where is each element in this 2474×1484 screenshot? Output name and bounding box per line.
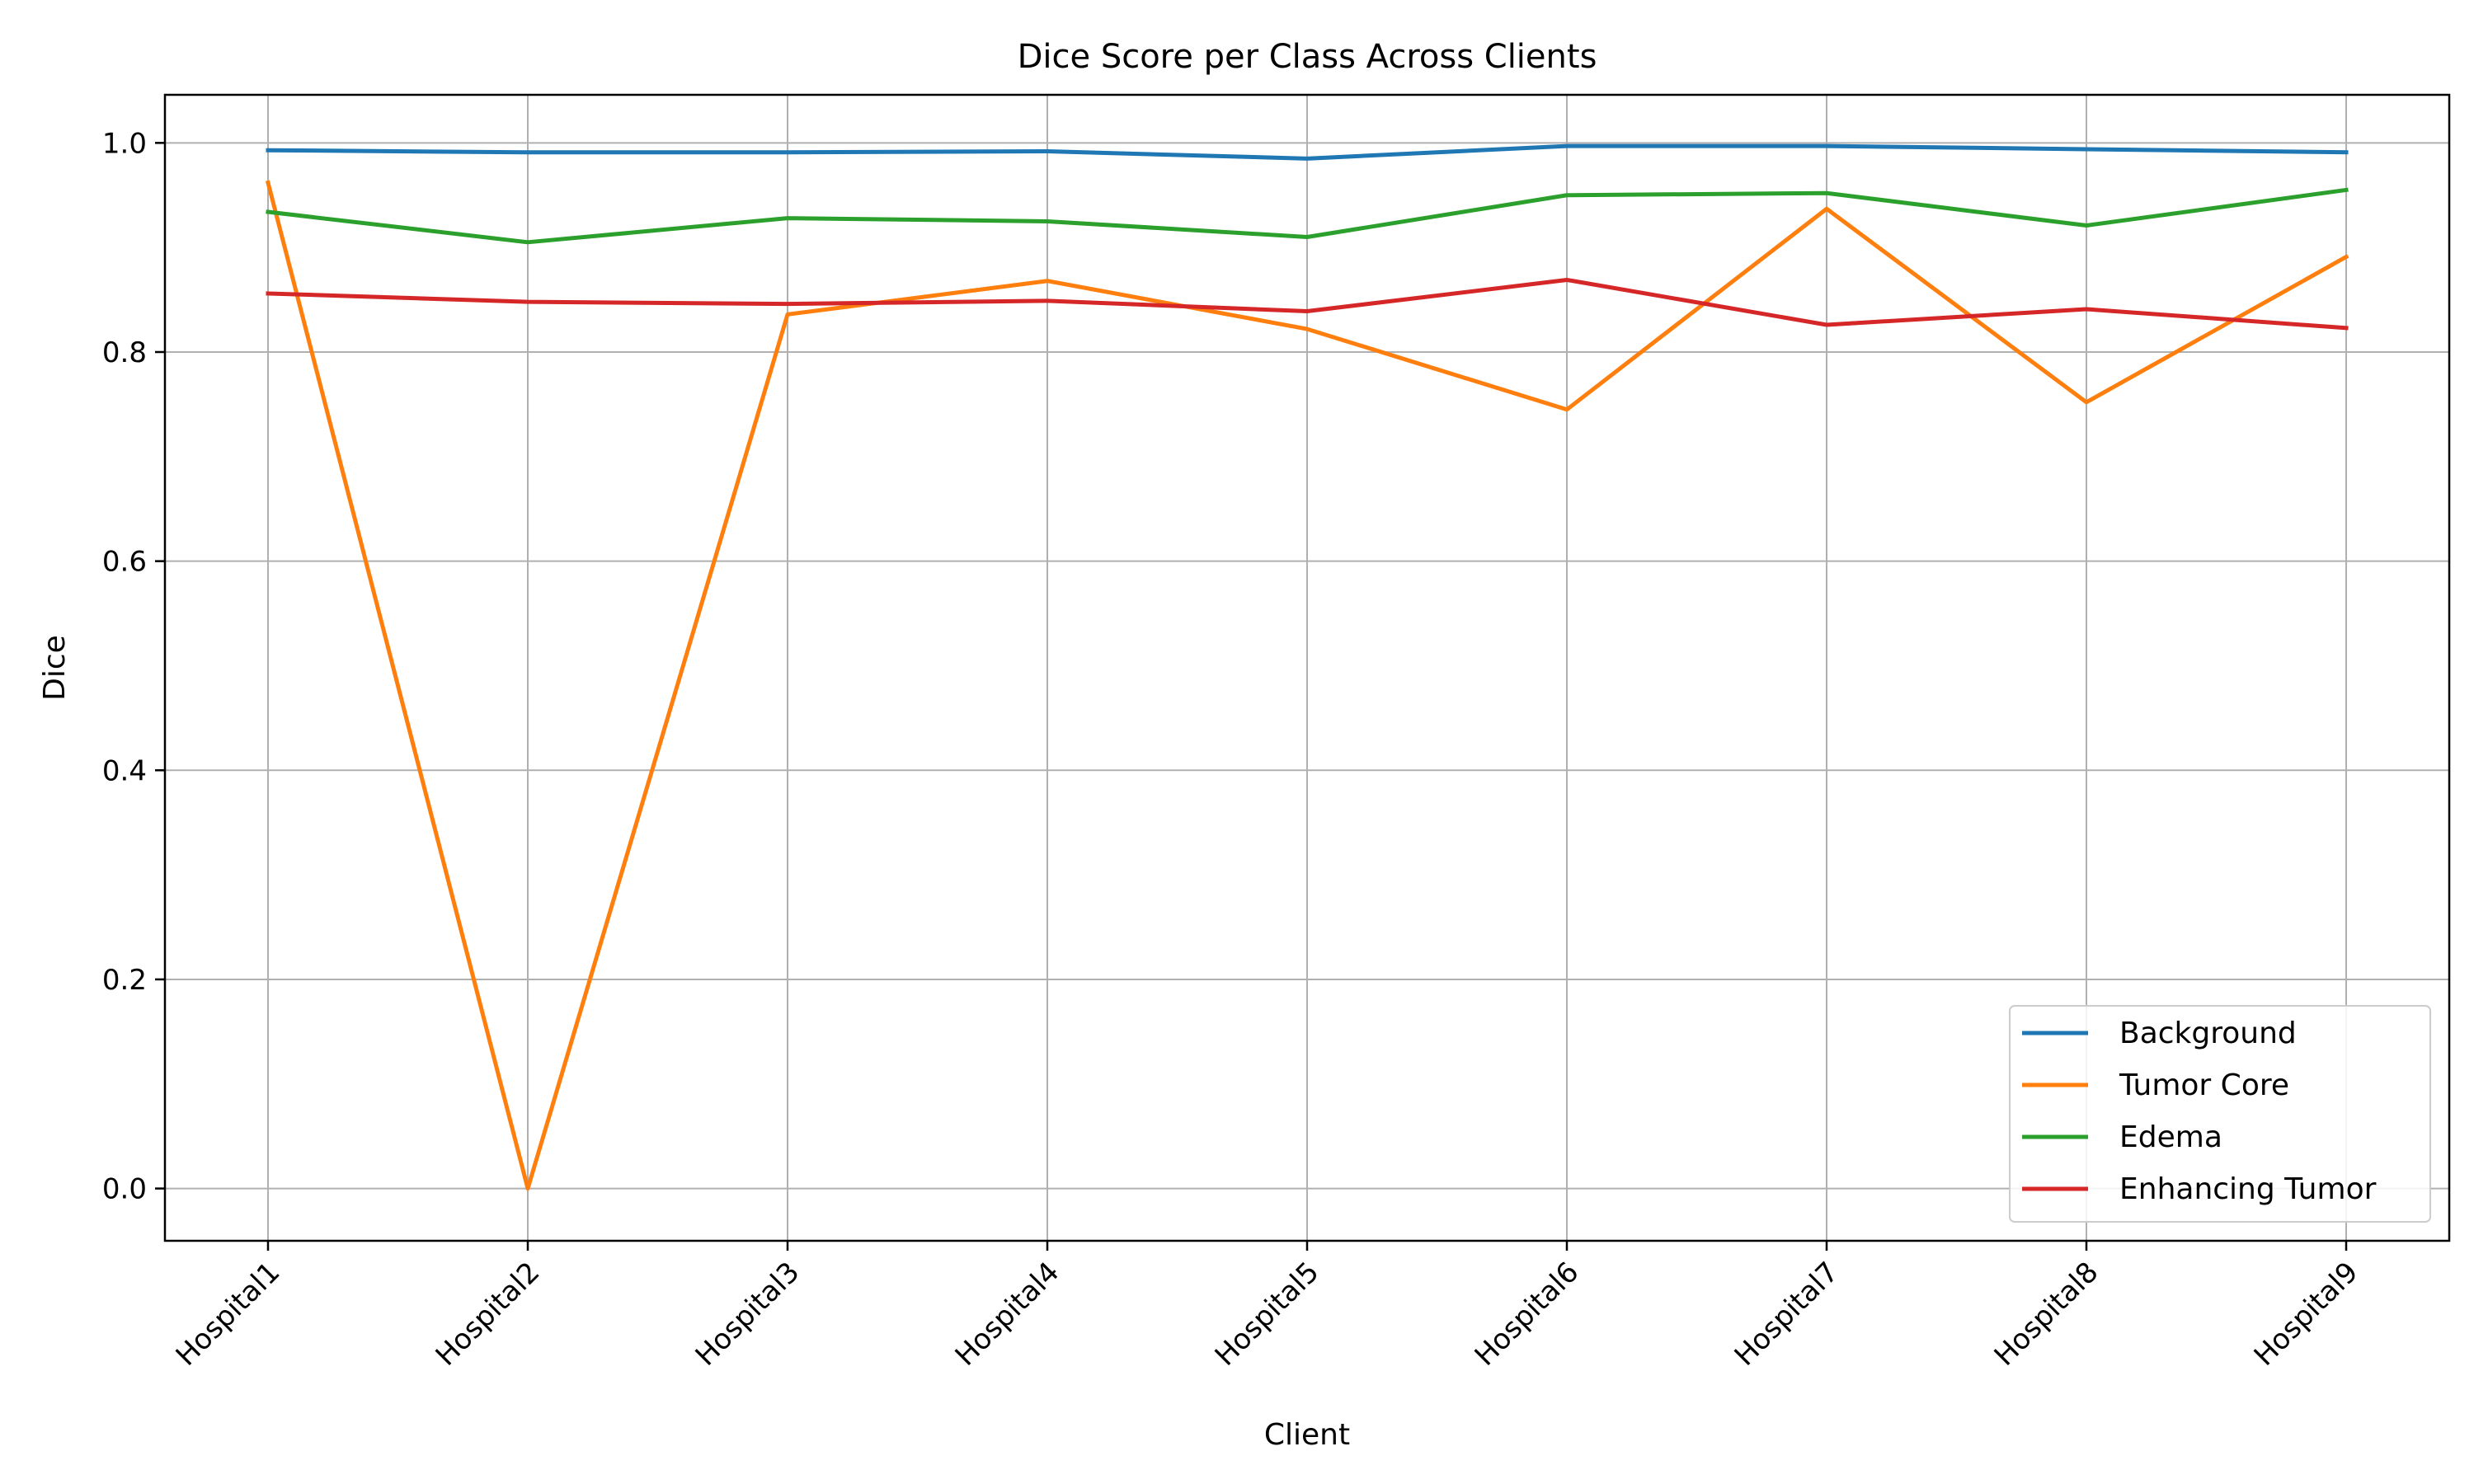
y-tick-label: 0.2 [102, 964, 147, 997]
legend-label-edema: Edema [2119, 1120, 2222, 1154]
y-tick-label: 0.8 [102, 336, 147, 369]
legend-label-background: Background [2119, 1017, 2297, 1050]
legend-box [2009, 1005, 2431, 1223]
grid-lines [165, 95, 2449, 1241]
y-tick-label: 0.0 [102, 1173, 147, 1206]
y-tick-label: 0.6 [102, 546, 147, 579]
chart-title: Dice Score per Class Across Clients [1018, 38, 1597, 76]
series-line-tumor-core [265, 180, 2349, 1191]
y-axis-ticks: 0.0 0.2 0.4 0.6 0.8 1.0 [102, 127, 165, 1206]
series-lines [265, 143, 2349, 1191]
legend-label-tumor-core: Tumor Core [2119, 1068, 2289, 1102]
x-axis-label: Client [1264, 1418, 1350, 1452]
series-line-edema [266, 187, 2349, 245]
legend-label-enhancing-tumor: Enhancing Tumor [2119, 1172, 2377, 1206]
y-tick-label: 1.0 [102, 127, 147, 160]
y-tick-label: 0.4 [102, 754, 147, 787]
series-line-enhancing-tumor [266, 277, 2349, 331]
series-line-background [266, 143, 2349, 161]
legend: Background Tumor Core Edema Enhancing Tumor [2009, 1005, 2431, 1223]
y-axis-label: Dice [38, 635, 72, 701]
